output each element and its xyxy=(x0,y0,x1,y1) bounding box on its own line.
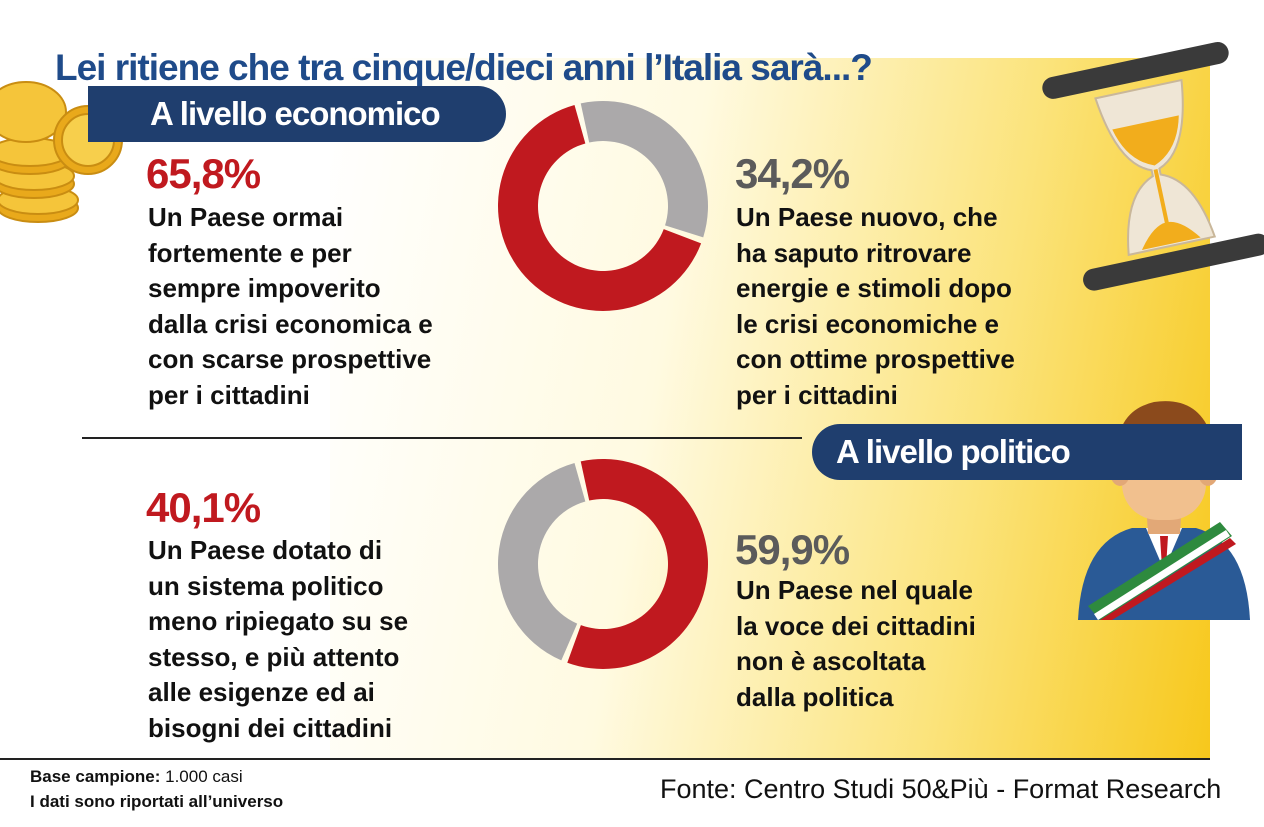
sample-base-label: Base campione: xyxy=(30,767,161,786)
text-line: Un Paese ormai xyxy=(148,202,344,232)
economic-donut-chart xyxy=(498,101,708,311)
economic-right-description: Un Paese nuovo, che ha saputo ritrovare … xyxy=(736,200,1015,413)
hourglass-icon xyxy=(1042,41,1264,291)
political-left-percentage: 40,1% xyxy=(146,484,261,531)
text-line: stesso, e più attento xyxy=(148,641,400,672)
text-line: per i cittadini xyxy=(736,379,898,410)
economic-slice-impoverished xyxy=(498,104,702,311)
text-line: con ottime prospettive xyxy=(736,344,1015,374)
text-line: non è ascoltata xyxy=(736,646,926,676)
universe-note: I dati sono riportati all’universo xyxy=(30,792,283,812)
political-slice-not-listened xyxy=(567,459,708,669)
economic-left-percentage: 65,8% xyxy=(146,150,261,197)
political-left-description: Un Paese dotato di un sistema politico m… xyxy=(148,533,408,746)
text-line: Un Paese dotato di xyxy=(148,535,383,565)
economic-left-description: Un Paese ormai fortemente e per sempre i… xyxy=(148,200,433,413)
text-line: dalla crisi economica e xyxy=(148,308,433,339)
text-line: la voce dei cittadini xyxy=(736,610,976,641)
political-heading: A livello politico xyxy=(812,424,1242,480)
text-line: dalla politica xyxy=(736,681,894,712)
yellow-gradient-background xyxy=(330,58,1210,758)
page-title: Lei ritiene che tra cinque/dieci anni l’… xyxy=(55,46,873,88)
text-line: per i cittadini xyxy=(148,379,310,410)
political-right-description: Un Paese nel quale la voce dei cittadini… xyxy=(736,573,976,715)
text-line: energie e stimoli dopo xyxy=(736,273,1012,303)
economic-heading: A livello economico xyxy=(88,86,506,142)
sample-base-value: 1.000 casi xyxy=(165,767,243,786)
economic-right-percentage: 34,2% xyxy=(735,150,850,197)
footer-divider xyxy=(0,758,1210,760)
text-line: fortemente e per xyxy=(148,237,352,268)
text-line: Un Paese nel quale xyxy=(736,575,973,605)
text-line: ha saputo ritrovare xyxy=(736,237,972,268)
political-right-percentage: 59,9% xyxy=(735,526,850,573)
text-line: bisogni dei cittadini xyxy=(148,712,393,743)
text-line: con scarse prospettive xyxy=(148,344,432,374)
text-line: Un Paese nuovo, che xyxy=(736,202,998,232)
source-credit: Fonte: Centro Studi 50&Più - Format Rese… xyxy=(660,774,1222,804)
universe-note-text: I dati sono riportati all’universo xyxy=(30,792,284,811)
text-line: meno ripiegato su se xyxy=(148,606,409,636)
sample-base: Base campione: 1.000 casi xyxy=(30,767,243,787)
political-slice-attentive xyxy=(498,462,586,661)
text-line: sempre impoverito xyxy=(148,273,381,303)
section-divider xyxy=(82,437,802,439)
text-line: le crisi economiche e xyxy=(736,308,1000,339)
economic-slice-renewed xyxy=(580,101,708,238)
political-donut-chart xyxy=(498,459,708,669)
text-line: un sistema politico xyxy=(148,570,384,601)
text-line: alle esigenze ed ai xyxy=(148,677,375,707)
